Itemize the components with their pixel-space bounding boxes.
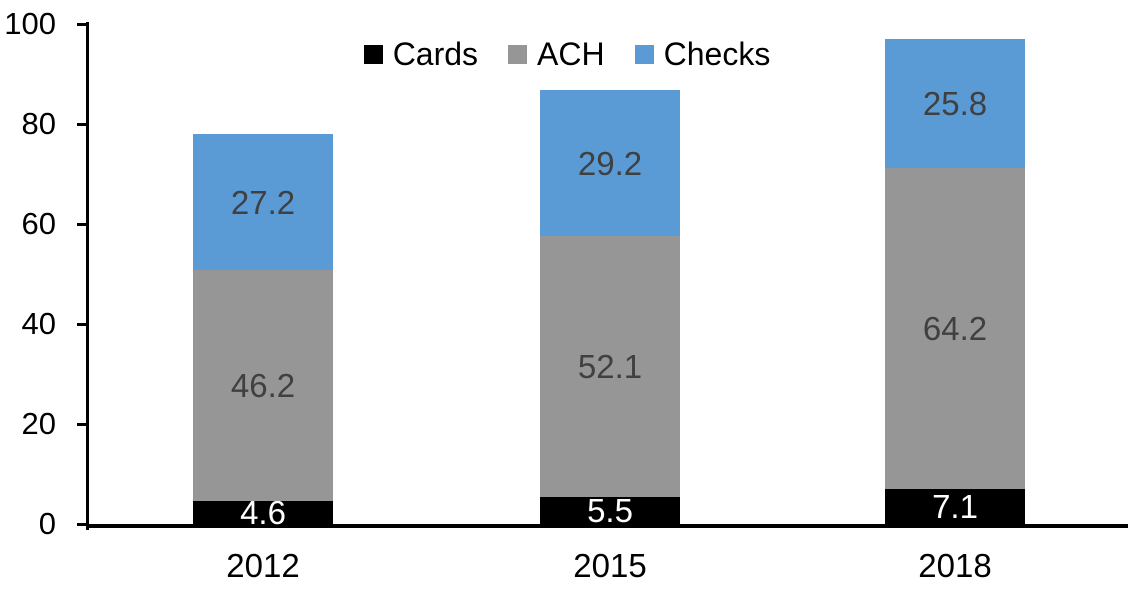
y-axis-tick-label: 20 (21, 406, 56, 441)
y-axis-tick (77, 523, 86, 526)
x-axis-category-label: 2018 (918, 547, 992, 584)
legend-label: Cards (392, 36, 479, 72)
data-label: 29.2 (577, 144, 643, 182)
y-axis-tick (77, 23, 86, 26)
y-axis-tick (77, 223, 86, 226)
bar-segment-checks-2012: 27.2 (193, 134, 333, 270)
y-axis-line (86, 22, 89, 530)
legend-item-ach: ACH (508, 38, 605, 70)
y-axis-tick-label: 60 (21, 206, 56, 241)
bar-segment-cards-2012: 4.6 (193, 496, 333, 529)
data-label: 4.6 (240, 494, 286, 531)
x-axis-category-label: 2015 (573, 547, 647, 584)
bar-segment-ach-2018: 64.2 (885, 167, 1025, 489)
bar-segment-ach-2015: 52.1 (540, 236, 680, 497)
legend-item-cards: Cards (363, 36, 479, 72)
bar-segment-cards-2015: 5.5 (540, 491, 680, 529)
bar-segment-cards-2018: 7.1 (885, 487, 1025, 525)
chart-legend: Cards ACH Checks (0, 36, 1134, 72)
legend-swatch-ach (508, 44, 528, 64)
data-label: 52.1 (577, 347, 643, 385)
data-label: 46.2 (230, 367, 296, 404)
y-axis-tick-label: 40 (21, 306, 56, 341)
data-label: 64.2 (922, 309, 988, 347)
bar-segment-checks-2015: 29.2 (540, 90, 680, 236)
y-axis-tick (77, 323, 86, 326)
y-axis-tick-label: 100 (4, 6, 56, 41)
data-label: 5.5 (587, 491, 633, 529)
bar-segment-ach-2012: 46.2 (193, 270, 333, 501)
y-axis-tick-label: 0 (38, 506, 56, 541)
x-axis-category-label: 2012 (226, 547, 300, 584)
data-label: 27.2 (230, 183, 296, 221)
y-axis-tick (77, 123, 86, 126)
y-axis-tick (77, 423, 86, 426)
legend-label: ACH (537, 36, 605, 72)
data-label: 25.8 (922, 84, 988, 122)
legend-swatch-checks (634, 44, 654, 64)
bar-segment-checks-2018: 25.8 (885, 38, 1025, 168)
legend-label: Checks (663, 36, 771, 72)
data-label: 7.1 (932, 487, 978, 525)
legend-item-checks: Checks (634, 36, 771, 72)
legend-swatch-cards (363, 44, 383, 64)
y-axis-tick-label: 80 (21, 106, 56, 141)
x-axis-line (86, 524, 1128, 528)
